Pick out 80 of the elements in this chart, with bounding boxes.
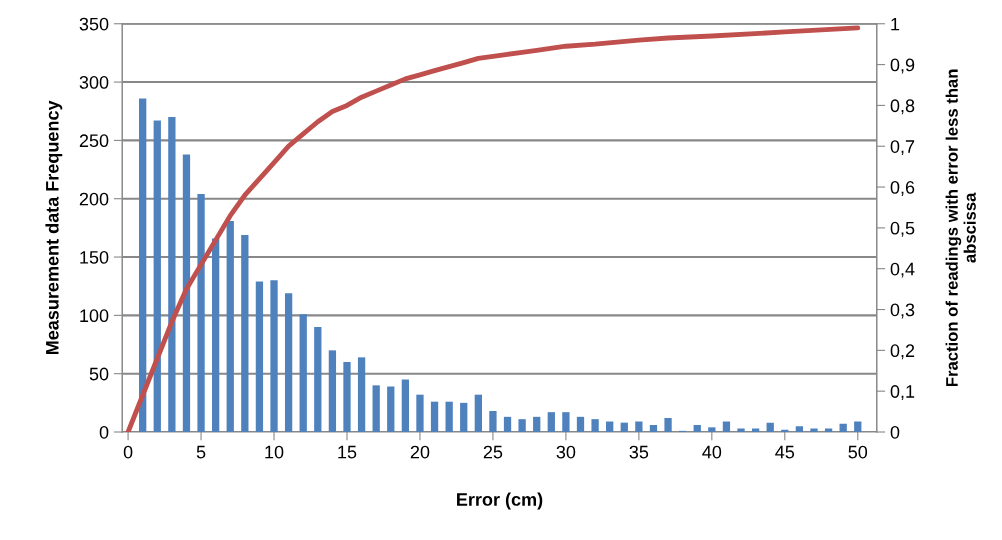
bar: [197, 194, 205, 432]
y-tick-label: 300: [79, 76, 109, 89]
bar: [708, 427, 716, 432]
x-tick-label: 35: [629, 445, 649, 459]
bar: [284, 293, 293, 432]
bar: [635, 421, 643, 432]
line-series: [125, 25, 861, 432]
bar: [795, 426, 804, 432]
bar: [212, 238, 220, 432]
bar: [810, 428, 818, 432]
bar: [430, 401, 439, 432]
bar: [387, 386, 395, 432]
bar: [139, 98, 147, 432]
bar: [854, 421, 862, 432]
y2-tick-label: 0,8: [890, 99, 915, 115]
bar: [168, 117, 176, 432]
bar: [299, 314, 307, 432]
bar: [737, 428, 745, 432]
y2-tick-label: 0,6: [890, 180, 915, 196]
y2-axis-title: Fraction of readings with error less than abscissa: [945, 69, 976, 387]
bar: [401, 379, 410, 432]
bar: [460, 402, 468, 432]
bar: [649, 425, 658, 432]
y-tick-label: 50: [89, 367, 109, 381]
bar: [226, 220, 234, 432]
bar: [357, 357, 366, 432]
bar: [503, 416, 512, 432]
x-tick-label: 45: [775, 445, 795, 459]
x-tick-label: 40: [702, 445, 722, 459]
bar: [839, 423, 847, 432]
bar: [182, 154, 191, 432]
y2-tick-label: 0,5: [890, 221, 915, 237]
bar: [547, 412, 555, 432]
y-axis-title: Measurement data Frequency: [45, 100, 63, 355]
bar: [766, 422, 774, 432]
bar: [722, 421, 731, 432]
bar: [489, 411, 497, 432]
y2-tick-label: 0,2: [890, 344, 915, 360]
bar: [591, 419, 599, 432]
x-tick-label: 25: [483, 445, 503, 459]
y-tick-label: 200: [79, 192, 109, 206]
bar: [693, 425, 701, 432]
bar: [576, 416, 585, 432]
bar: [664, 418, 672, 432]
x-tick-label: 20: [410, 445, 430, 459]
bar: [153, 120, 161, 432]
x-tick-label: 30: [556, 445, 576, 459]
bar: [606, 421, 614, 432]
x-tick-label: 50: [848, 445, 868, 459]
y2-tick-label: 1: [891, 17, 900, 31]
y2-tick-label: 0,7: [890, 140, 915, 156]
y2-tick-label: 0,4: [890, 262, 915, 278]
bar: [343, 362, 351, 432]
y-tick-label: 350: [79, 17, 109, 31]
bar: [255, 281, 264, 432]
bar: [241, 234, 249, 432]
y-tick-label: 250: [79, 134, 109, 148]
y2-tick-label: 0: [890, 425, 900, 439]
x-axis-title: Error (cm): [457, 492, 543, 510]
bar: [474, 394, 482, 432]
bar: [518, 419, 526, 432]
y-tick-label: 150: [80, 250, 109, 264]
x-tick-label: 0: [123, 445, 133, 459]
bar: [533, 416, 541, 432]
x-tick-label: 10: [265, 445, 284, 459]
bar: [372, 385, 380, 432]
bar: [328, 350, 337, 432]
y2-tick-label: 0,9: [890, 58, 915, 74]
bar: [270, 280, 278, 432]
bar: [620, 422, 628, 432]
x-tick-label: 15: [338, 445, 357, 459]
y-tick-label: 0: [99, 425, 109, 439]
bar: [562, 412, 570, 432]
y-tick-label: 100: [80, 309, 109, 323]
bar: [445, 401, 453, 432]
bar: [416, 394, 424, 432]
y2-tick-label: 0,3: [890, 303, 915, 319]
bar: [314, 327, 322, 432]
y2-tick-label: 0,1: [890, 385, 915, 401]
x-tick-label: 5: [196, 445, 206, 459]
